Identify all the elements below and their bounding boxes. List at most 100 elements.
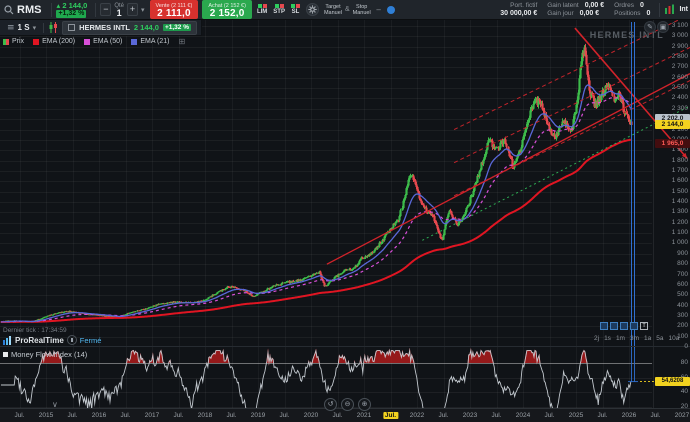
legend-color-chip	[84, 38, 91, 45]
qty-minus-button[interactable]: −	[100, 3, 112, 16]
price-axis-label: 300	[677, 311, 688, 319]
buy-button[interactable]: Achat (2 152 €) 2 152,0	[202, 0, 252, 19]
time-axis-label: 2025	[568, 412, 584, 419]
account-metrics: Port. fictif 30 000,00 € Gain latent 0,00…	[495, 2, 690, 18]
order-type-stp[interactable]: STP	[273, 4, 285, 15]
prorealtime-logo-icon	[3, 335, 11, 345]
zoom-preset-10a[interactable]: 10a	[668, 335, 680, 342]
price-axis-label: 200	[677, 322, 688, 330]
time-axis-label: 2019	[250, 412, 266, 419]
screenshot-icon[interactable]: ▣	[657, 21, 669, 33]
time-axis-label: 2022	[409, 412, 425, 419]
change-percent-badge: +1,32 %	[56, 9, 87, 18]
market-status-icon	[66, 335, 77, 345]
divider	[659, 2, 661, 17]
order-type-lim[interactable]: LIM	[257, 4, 267, 15]
candlestick-type-icon[interactable]	[48, 22, 58, 33]
buy-price: 2 152,0	[209, 7, 245, 19]
price-axis-label: 3 000	[671, 32, 688, 40]
divider	[51, 2, 53, 17]
time-axis-label: Jul.	[226, 412, 237, 419]
zoom-preset-row: 2j 1s 1m 3m 1a 5a 10a	[594, 335, 679, 342]
price-axis-label: 2 300	[671, 104, 688, 112]
quantity-stepper[interactable]: Qté 1	[114, 3, 124, 18]
platform-link-icon[interactable]	[386, 5, 395, 14]
time-axis-label: 2026	[621, 412, 637, 419]
orders-positions-block: Ordres 0 Positions 0	[614, 1, 651, 17]
price-axis-label: 400	[677, 301, 688, 309]
divider	[95, 2, 97, 17]
tab-title: HERMES INTL	[79, 23, 130, 32]
time-axis-label: Jul.	[120, 412, 131, 419]
drawing-tool-icon[interactable]	[620, 322, 628, 330]
legend-item[interactable]: EMA (200)	[33, 38, 75, 45]
legend-item[interactable]: Prix	[3, 38, 24, 45]
legend-item[interactable]: EMA (50)	[84, 38, 122, 45]
time-axis-label: Jul.	[650, 412, 661, 419]
intraday-label[interactable]: Int	[679, 6, 688, 13]
chart-legend: Prix EMA (200) EMA (50) EMA (21) ⊞	[3, 37, 185, 46]
price-chart-canvas[interactable]	[0, 20, 690, 348]
time-axis-highlight: Jul.	[382, 412, 399, 419]
market-status: Fermé	[79, 335, 102, 345]
tab-change-badge: +1,32 %	[162, 24, 191, 31]
order-settings-button[interactable]	[305, 3, 319, 16]
drawing-tool-icon[interactable]	[630, 322, 638, 330]
price-axis-label: 1 300	[671, 208, 688, 216]
sell-price: 2 111,0	[157, 7, 191, 19]
text-tool-icon[interactable]: T	[640, 322, 648, 330]
price-axis-label: 1 400	[671, 198, 688, 206]
chevron-down-icon[interactable]: ▾	[141, 5, 145, 14]
zoom-preset-2j[interactable]: 2j	[594, 335, 600, 342]
zoom-preset-5a[interactable]: 5a	[656, 335, 664, 342]
mfi-axis-label: 20	[680, 402, 688, 410]
drawing-tools-row: T	[600, 322, 648, 330]
panel-separator[interactable]	[0, 346, 690, 347]
collapse-minus-icon[interactable]: −	[375, 5, 382, 14]
reset-zoom-icon[interactable]: ↺	[324, 398, 337, 411]
price-level-badge: 2 202,0	[655, 114, 690, 124]
menu-icon[interactable]: ≡	[7, 22, 15, 33]
legend-color-chip	[131, 38, 138, 45]
drawing-tool-icon[interactable]	[610, 322, 618, 330]
mfi-legend[interactable]: Money Flow Index (14)	[3, 350, 87, 359]
sell-button[interactable]: Vente (2 111 €) 2 111,0	[149, 0, 199, 19]
collapse-axis-icon[interactable]: ∨	[52, 400, 58, 409]
zoom-preset-1a[interactable]: 1a	[644, 335, 652, 342]
price-axis-label: 100	[677, 332, 688, 340]
price-axis-label: 1 700	[671, 166, 688, 174]
time-axis-label: Jul.	[438, 412, 449, 419]
legend-item[interactable]: EMA (21)	[131, 38, 170, 45]
last-price-block: ▴ 2 144,0 +1,32 %	[56, 0, 87, 18]
order-type-sl[interactable]: SL	[290, 4, 300, 15]
price-axis-label: 2 500	[671, 84, 688, 92]
time-axis-label: 2020	[303, 412, 319, 419]
mfi-color-chip	[3, 352, 8, 357]
add-indicator-icon[interactable]: ⊞	[178, 37, 186, 46]
zoom-in-icon[interactable]: ⊕	[358, 398, 371, 411]
time-axis-label: 2015	[38, 412, 54, 419]
drawing-tool-icon[interactable]	[600, 322, 608, 330]
qty-plus-button[interactable]: +	[127, 3, 139, 16]
zoom-preset-1s[interactable]: 1s	[604, 335, 611, 342]
up-arrow-icon: ▴	[56, 0, 61, 10]
timeframe-select[interactable]: 1 S	[17, 23, 30, 32]
instrument-tab[interactable]: HERMES INTL 2 144,0 +1,32 %	[62, 20, 197, 35]
buy-label: Achat (2 152 €)	[208, 2, 246, 9]
price-level-badge: 1 965,0	[655, 139, 690, 149]
zoom-out-icon[interactable]: ⊖	[341, 398, 354, 411]
stop-manual-toggle[interactable]: Stop Manuel	[352, 3, 371, 16]
zoom-preset-1m[interactable]: 1m	[615, 335, 625, 342]
time-axis-label: 2018	[197, 412, 213, 419]
intraday-chart-icon[interactable]	[664, 4, 676, 15]
annotate-icon[interactable]: ✎	[644, 21, 656, 33]
detach-window-icon	[68, 24, 76, 31]
zoom-preset-3m[interactable]: 3m	[629, 335, 639, 342]
brand-name[interactable]: ProRealTime	[15, 335, 64, 345]
symbol-ticker: RMS	[17, 3, 42, 16]
search-icon[interactable]	[4, 4, 14, 15]
target-manual-toggle[interactable]: Target Manuel	[323, 3, 342, 16]
gear-icon	[308, 5, 317, 14]
legend-color-chip	[33, 38, 40, 45]
chevron-down-icon[interactable]: ▾	[32, 23, 37, 32]
